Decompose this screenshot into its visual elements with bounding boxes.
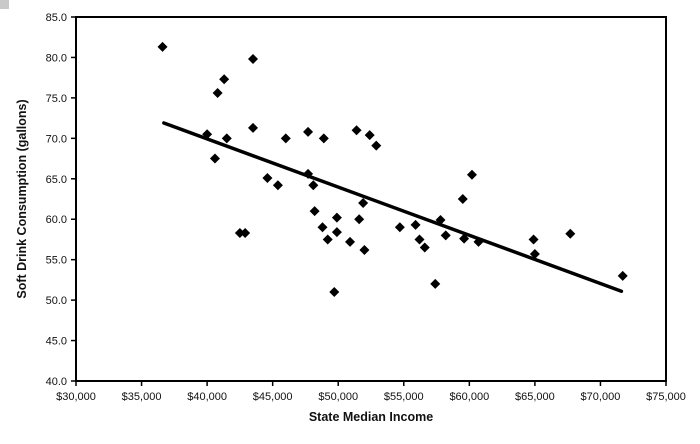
data-point [617, 270, 628, 281]
data-point [364, 130, 375, 141]
data-points [157, 41, 628, 298]
data-point [272, 180, 283, 191]
data-point [240, 227, 251, 238]
data-point [410, 219, 421, 230]
y-tick-label: 55.0 [46, 255, 67, 267]
data-point [280, 133, 291, 144]
data-point [457, 194, 468, 204]
y-axis-title: Soft Drink Consumption (gallons) [15, 99, 29, 298]
data-point [394, 222, 405, 233]
data-point [440, 230, 451, 241]
data-point [473, 236, 484, 247]
y-tick-label: 75.0 [46, 93, 67, 105]
data-point [529, 249, 540, 260]
data-point [435, 215, 446, 226]
data-point [234, 227, 245, 238]
data-point [419, 242, 430, 253]
data-point [371, 140, 382, 151]
y-tick-label: 45.0 [46, 336, 67, 348]
y-tick-label: 85.0 [46, 12, 67, 24]
y-tick-label: 80.0 [46, 52, 67, 64]
data-point [322, 234, 333, 245]
data-point [528, 234, 539, 245]
y-tick-label: 65.0 [46, 174, 67, 186]
data-point [358, 198, 369, 209]
data-point [459, 233, 470, 244]
corner-artifact [0, 0, 9, 9]
data-point [202, 129, 213, 140]
data-point [219, 74, 230, 85]
x-tick-label: $45,000 [253, 391, 293, 403]
data-point [248, 54, 258, 65]
data-point [331, 227, 342, 238]
data-point [209, 153, 220, 164]
y-tick-label: 60.0 [46, 214, 67, 226]
data-point [329, 287, 340, 298]
data-point [309, 206, 320, 217]
x-axis-ticks: $30,000 $35,000 $40,000 $45,000 $50,000 $55,0… [56, 381, 686, 403]
plot-area-border [75, 16, 667, 382]
x-tick-label: $35,000 [122, 391, 162, 403]
x-tick-label: $75,000 [646, 391, 686, 403]
x-tick-label: $50,000 [318, 391, 358, 403]
y-tick-label: 70.0 [46, 133, 67, 145]
data-point [221, 133, 232, 144]
y-tick-label: 40.0 [46, 376, 67, 388]
data-point [157, 41, 168, 52]
data-point [318, 133, 329, 144]
y-tick-label: 50.0 [46, 295, 67, 307]
data-point [331, 212, 342, 223]
x-tick-label: $40,000 [187, 391, 227, 403]
x-tick-label: $70,000 [581, 391, 621, 403]
x-tick-label: $60,000 [449, 391, 489, 403]
data-point [308, 180, 319, 191]
x-tick-label: $65,000 [515, 391, 555, 403]
data-point [351, 125, 362, 136]
data-point [354, 214, 365, 225]
data-point [466, 169, 477, 180]
data-point [303, 126, 314, 137]
data-point [317, 222, 328, 233]
data-point [262, 172, 273, 183]
x-axis-title: State Median Income [309, 410, 433, 424]
data-point [212, 88, 223, 99]
data-point [345, 236, 356, 247]
y-axis-ticks: 40.0 45.0 50.0 55.0 60.0 65.0 70.0 75.0 80.0 85.0 [46, 12, 76, 388]
data-point [248, 122, 258, 133]
data-point [359, 244, 370, 255]
data-point [430, 278, 441, 289]
x-tick-label: $55,000 [384, 391, 424, 403]
x-tick-label: $30,000 [56, 391, 96, 403]
data-point [414, 234, 425, 245]
trend-line [162, 121, 624, 293]
data-point [565, 228, 576, 239]
data-point [303, 168, 314, 179]
